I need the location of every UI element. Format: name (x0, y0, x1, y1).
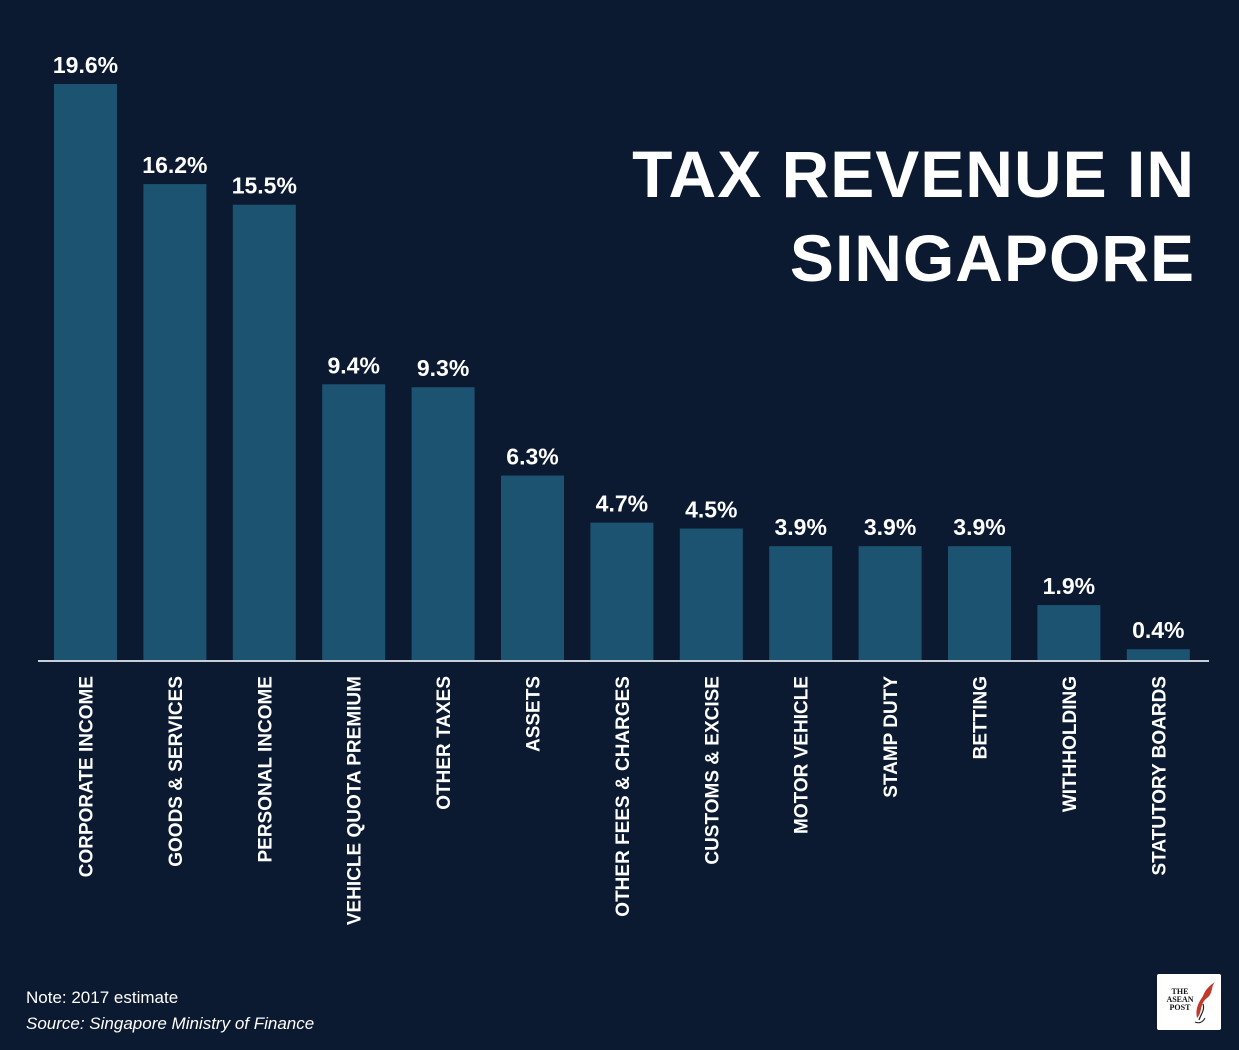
note-text: Note: 2017 estimate (26, 988, 179, 1007)
value-label: 15.5% (232, 173, 297, 199)
bars-group (54, 84, 1190, 661)
value-label: 9.3% (417, 355, 469, 381)
value-label: 3.9% (864, 514, 916, 540)
category-label: OTHER FEES & CHARGES (613, 676, 634, 917)
value-label: 9.4% (327, 352, 379, 378)
source-text: Source: Singapore Ministry of Finance (26, 1014, 315, 1033)
category-label: BETTING (971, 676, 992, 759)
bar (322, 384, 386, 661)
chart-title: TAX REVENUE IN SINGAPORE (632, 137, 1195, 295)
bar (590, 522, 654, 661)
category-label: GOODS & SERVICES (166, 676, 187, 867)
bar (858, 546, 922, 661)
category-label: STAMP DUTY (881, 676, 902, 798)
bar (501, 475, 564, 661)
category-label: MOTOR VEHICLE (792, 676, 813, 834)
category-label: CORPORATE INCOME (77, 676, 98, 877)
bar (143, 184, 207, 661)
value-label: 19.6% (53, 52, 118, 78)
value-label: 4.7% (596, 491, 648, 517)
value-label: 1.9% (1043, 573, 1095, 599)
category-labels-group: CORPORATE INCOME GOODS & SERVICES PERSONAL… (77, 676, 1171, 925)
category-label: ASSETS (524, 676, 545, 752)
category-label: VEHICLE QUOTA PREMIUM (345, 676, 366, 925)
value-label: 16.2% (142, 152, 207, 178)
category-label: WITHHOLDING (1060, 676, 1081, 812)
category-label: CUSTOMS & EXCISE (702, 676, 723, 865)
bar (411, 387, 475, 661)
bar (1037, 605, 1101, 661)
bar (232, 204, 296, 661)
value-label: 3.9% (774, 514, 826, 540)
value-label: 6.3% (506, 444, 558, 470)
bird-icon (1194, 982, 1215, 1024)
bar (54, 84, 117, 661)
asean-post-logo: THE ASEAN POST (1157, 974, 1221, 1030)
value-labels-group: 19.6% 16.2% 15.5% 9.4% 9.3% 6.3% 4.7% 4.5% 3.9% 3… (53, 52, 1185, 643)
bar (1126, 649, 1190, 661)
bar (769, 546, 833, 661)
category-label: STATUTORY BOARDS (1149, 676, 1170, 876)
value-label: 3.9% (953, 514, 1005, 540)
category-label: OTHER TAXES (434, 676, 455, 810)
bar (948, 546, 1011, 661)
value-label: 4.5% (685, 497, 737, 523)
bar (679, 528, 743, 661)
category-label: PERSONAL INCOME (255, 676, 276, 863)
value-label: 0.4% (1132, 617, 1184, 643)
logo-text: THE ASEAN POST (1166, 987, 1194, 1012)
